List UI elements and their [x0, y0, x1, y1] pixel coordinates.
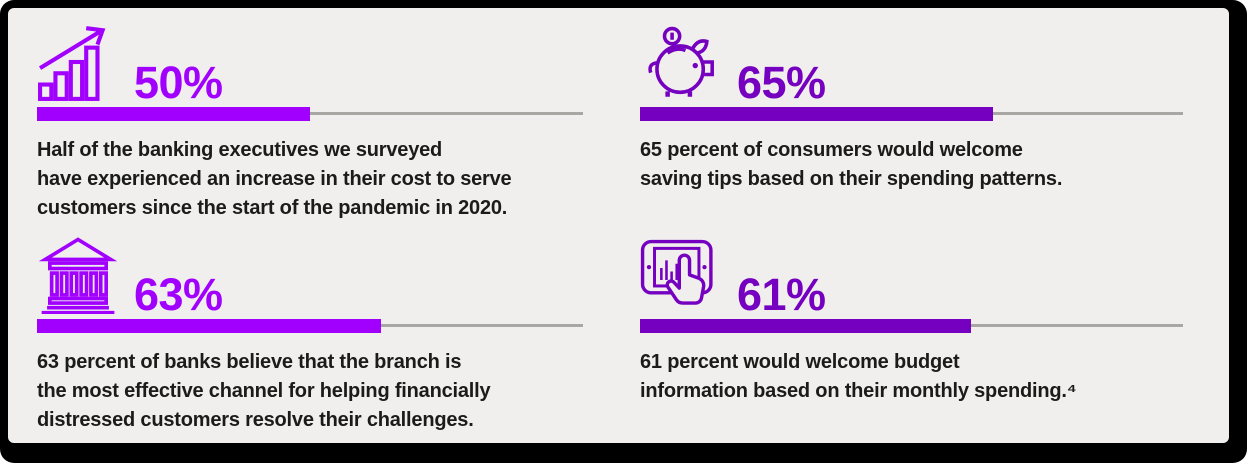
progress-bar	[37, 107, 583, 121]
infographic-canvas: 50% Half of the banking executives we su…	[8, 8, 1229, 443]
stats-grid: 50% Half of the banking executives we su…	[8, 8, 1229, 443]
progress-bar-fill	[640, 107, 993, 121]
stat-value: 50%	[134, 57, 223, 109]
progress-bar-fill	[37, 319, 381, 333]
stat-value: 65%	[737, 57, 826, 109]
stat-value: 61%	[737, 269, 826, 321]
stat-description: 61 percent would welcome budget informat…	[640, 351, 1077, 402]
progress-bar	[640, 319, 1183, 333]
stat-block-branch-channel: 63% 63 percent of banks believe that the…	[37, 234, 583, 443]
progress-bar	[37, 319, 583, 333]
progress-bar-fill	[640, 319, 972, 333]
stat-block-budget-info: 61% 61 percent would welcome budget info…	[640, 234, 1183, 443]
stat-header: 61%	[640, 234, 1183, 321]
stat-block-cost-to-serve: 50% Half of the banking executives we su…	[37, 22, 583, 234]
progress-bar-fill	[37, 107, 310, 121]
tablet-touch-icon	[640, 234, 722, 314]
stat-description: Half of the banking executives we survey…	[37, 139, 512, 219]
stat-header: 50%	[37, 22, 583, 109]
stat-value: 63%	[134, 269, 223, 321]
stat-description: 63 percent of banks believe that the bra…	[37, 351, 491, 431]
stat-header: 65%	[640, 22, 1183, 109]
stat-block-saving-tips: 65% 65 percent of consumers would welcom…	[640, 22, 1183, 234]
stat-header: 63%	[37, 234, 583, 321]
piggy-bank-icon	[640, 22, 722, 102]
growth-chart-icon	[37, 22, 119, 102]
progress-bar-track	[37, 112, 583, 115]
bank-building-icon	[37, 234, 119, 314]
progress-bar	[640, 107, 1183, 121]
stat-description: 65 percent of consumers would welcome sa…	[640, 139, 1063, 190]
